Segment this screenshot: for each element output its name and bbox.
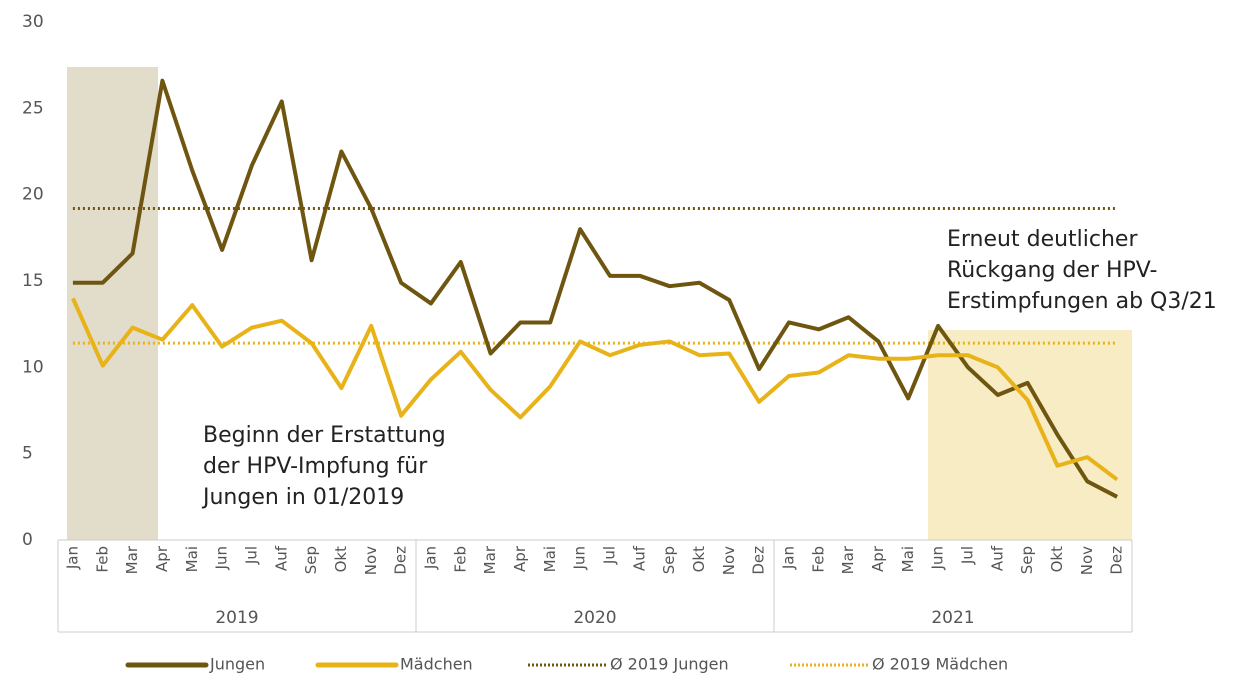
x-tick-label: Nov [720,546,738,575]
x-tick-label: Mar [123,545,141,574]
series-line [71,297,1119,482]
annotation: Beginn der Erstattung [203,423,446,448]
x-tick-label: Sep [660,546,678,574]
x-tick-label: Mar [839,545,857,574]
x-tick-label: Sep [302,546,320,574]
y-tick-label: 15 [22,271,44,291]
series-line [72,78,1119,499]
legend-label: Jungen [209,655,265,674]
x-tick-label: Mar [481,545,499,574]
x-tick-label: Mai [541,546,559,572]
x-tick-label: Jul [600,546,618,565]
y-tick-label: 5 [22,444,33,464]
y-tick-label: 20 [22,185,44,205]
x-tick-label: Auf [630,545,648,571]
legend-label: Ø 2019 Jungen [610,655,729,674]
x-tick-label: Dez [1108,546,1126,575]
x-tick-label: Jul [242,546,260,565]
x-tick-label: Feb [451,546,469,573]
x-tick-label: Sep [1018,546,1036,574]
annotation: Erstimpfungen ab Q3/21 [947,289,1217,314]
annotation: Rückgang der HPV- [947,258,1157,283]
x-tick-label: Jun [213,546,231,570]
x-tick-label: Apr [511,545,529,572]
annotation: der HPV-Impfung für [203,454,428,479]
x-tick-label: Jun [571,546,589,570]
y-tick-label: 10 [22,357,44,377]
highlight-2019 [67,67,158,540]
x-tick-label: Okt [690,546,708,572]
legend-label: Ø 2019 Mädchen [872,655,1008,674]
x-tick-label: Jun [929,546,947,570]
x-tick-label: Nov [362,546,380,575]
y-tick-label: 30 [22,12,44,32]
x-tick-label: Dez [750,546,768,575]
x-tick-label: Auf [988,545,1006,571]
year-label: 2020 [573,608,616,628]
legend-label: Mädchen [400,655,473,674]
highlight-2021 [928,330,1132,540]
x-tick-label: Jan [421,546,439,570]
x-tick-label: Jan [63,546,81,570]
x-tick-label: Feb [93,546,111,573]
annotation: Jungen in 01/2019 [201,485,404,510]
x-tick-label: Jul [958,546,976,565]
x-tick-label: Dez [392,546,410,575]
year-label: 2021 [931,608,974,628]
y-tick-label: 25 [22,98,44,118]
x-tick-label: Mai [183,546,201,572]
x-tick-label: Apr [153,545,171,572]
year-label: 2019 [215,608,258,628]
x-tick-label: Okt [1048,546,1066,572]
x-tick-label: Nov [1078,546,1096,575]
y-tick-label: 0 [22,530,33,550]
annotation: Erneut deutlicher [947,227,1138,252]
x-tick-label: Mai [899,546,917,572]
x-tick-label: Auf [272,545,290,571]
x-tick-label: Okt [332,546,350,572]
x-tick-label: Jan [779,546,797,570]
x-tick-label: Feb [809,546,827,573]
x-tick-label: Apr [869,545,887,572]
